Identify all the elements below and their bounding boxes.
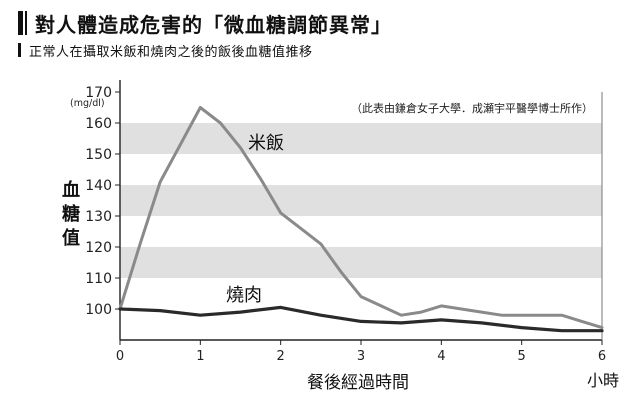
title-marker [18, 11, 23, 35]
series-label-rice: 米飯 [248, 133, 284, 154]
x-axis-label: 餐後經過時間 [307, 373, 409, 393]
chart-subtitle: 正常人在攝取米飯和燒肉之後的飯後血糖值推移 [29, 44, 313, 60]
x-tick-label: 2 [277, 349, 285, 364]
x-unit-label: 小時 [587, 371, 619, 390]
chart-title: 對人體造成危害的「微血糖調節異常」 [35, 12, 392, 37]
y-tick-label: 120 [85, 240, 112, 256]
y-axis-label: 血糖值 [62, 179, 80, 249]
grid-band [120, 185, 602, 216]
title-marker-thin [25, 11, 27, 35]
subtitle-marker [18, 43, 21, 57]
y-tick-label: 160 [85, 116, 112, 132]
y-tick-label: 110 [85, 271, 112, 287]
x-tick-label: 3 [357, 349, 365, 364]
title-row: 對人體造成危害的「微血糖調節異常」 [18, 8, 628, 38]
x-tick-label: 0 [116, 349, 124, 364]
y-tick-label: 140 [85, 178, 112, 194]
series-label-meat: 燒肉 [226, 285, 262, 306]
subtitle-row: 正常人在攝取米飯和燒肉之後的飯後血糖值推移 [18, 40, 628, 60]
y-tick-label: 130 [85, 209, 112, 225]
source-note: （此表由鎌倉女子大學．成瀬宇平醫學博士所作） [351, 101, 593, 115]
y-unit-label: (mg/dl) [70, 98, 105, 109]
header: 對人體造成危害的「微血糖調節異常」 正常人在攝取米飯和燒肉之後的飯後血糖值推移 [18, 8, 628, 60]
x-tick-label: 5 [518, 349, 526, 364]
grid-band [120, 123, 602, 154]
y-tick-label: 150 [85, 147, 112, 163]
y-tick-label: 170 [85, 85, 112, 101]
x-tick-label: 6 [598, 349, 606, 364]
x-tick-label: 1 [196, 349, 204, 364]
series-line-rice [118, 106, 604, 330]
grid-band [120, 247, 602, 278]
x-tick-label: 4 [437, 349, 445, 364]
y-tick-label: 100 [85, 302, 112, 318]
series-line-meat [118, 305, 604, 333]
